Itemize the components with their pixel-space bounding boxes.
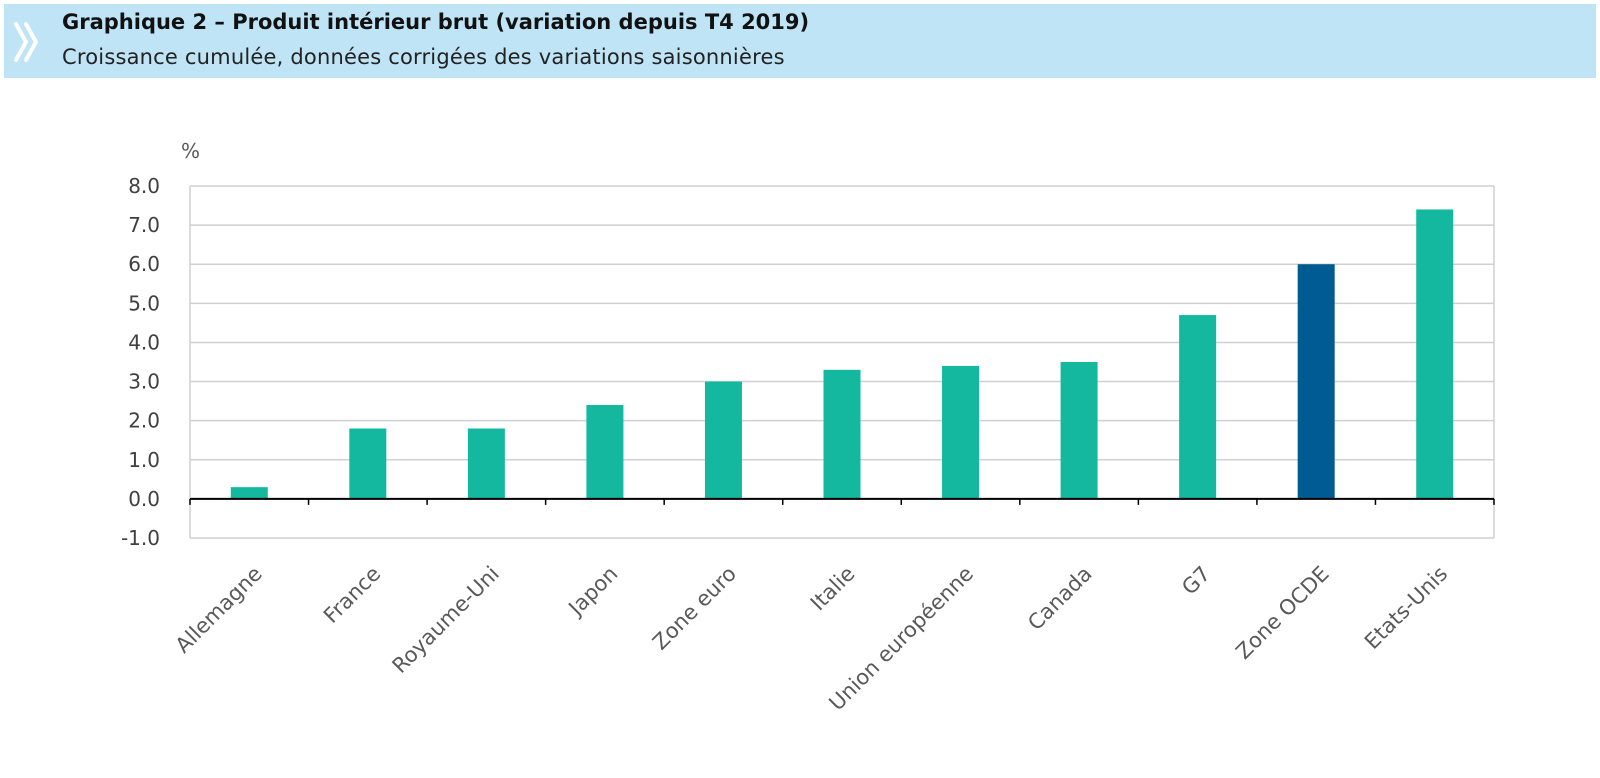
- x-tick-label: France: [319, 562, 385, 628]
- x-tick-label: Canada: [1023, 562, 1096, 635]
- x-tick-label: Etats-Unis: [1360, 562, 1452, 654]
- bar-zone-euro: [704, 381, 742, 499]
- bar-g7: [1179, 315, 1217, 499]
- bar-canada: [1060, 362, 1098, 499]
- chart-title: Graphique 2 – Produit intérieur brut (va…: [62, 10, 810, 34]
- bar-japon: [586, 405, 624, 499]
- x-tick-label: Zone OCDE: [1231, 562, 1333, 664]
- chart-subtitle: Croissance cumulée, données corrigées de…: [62, 45, 785, 69]
- y-tick-label: 8.0: [128, 174, 160, 198]
- x-tick-label: Zone euro: [648, 562, 741, 655]
- x-tick-label: Allemagne: [171, 562, 267, 658]
- double-chevron-icon: [14, 22, 39, 62]
- bar-union-europ-enne: [942, 365, 980, 499]
- bar-etats-unis: [1416, 209, 1454, 499]
- x-tick-label: G7: [1177, 562, 1215, 600]
- y-tick-label: 3.0: [128, 370, 160, 394]
- y-axis-unit-label: %: [181, 139, 200, 163]
- y-tick-label: 5.0: [128, 291, 160, 315]
- bar-royaume-uni: [467, 428, 505, 499]
- y-tick-label: 1.0: [128, 448, 160, 472]
- y-tick-label: 6.0: [128, 252, 160, 276]
- chart-header: Graphique 2 – Produit intérieur brut (va…: [4, 4, 1596, 78]
- bar-allemagne: [230, 487, 268, 499]
- bar-zone-ocde: [1297, 264, 1335, 499]
- bar-france: [349, 428, 387, 499]
- x-tick-label: Royaume-Uni: [388, 562, 504, 678]
- y-tick-label: -1.0: [121, 526, 160, 550]
- x-tick-label: Japon: [563, 562, 623, 622]
- y-tick-label: 7.0: [128, 213, 160, 237]
- bar-italie: [823, 369, 861, 499]
- y-tick-label: 0.0: [128, 487, 160, 511]
- x-tick-label: Italie: [806, 562, 860, 616]
- y-tick-label: 2.0: [128, 409, 160, 433]
- y-tick-label: 4.0: [128, 330, 160, 354]
